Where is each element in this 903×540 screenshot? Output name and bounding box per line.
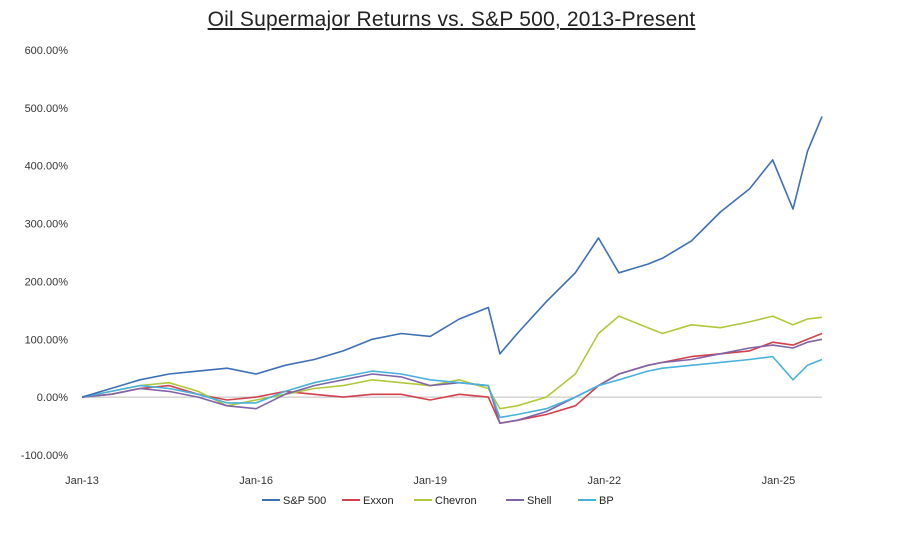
x-axis-ticks: Jan-13 Jan-16 Jan-19 Jan-22 Jan-25: [65, 475, 795, 487]
legend-label: Chevron: [435, 495, 477, 507]
y-tick-label: 0.00%: [37, 392, 68, 404]
legend-label: Exxon: [363, 495, 394, 507]
y-tick-label: 500.00%: [25, 103, 69, 115]
x-tick-label: Jan-13: [65, 475, 99, 487]
legend-label: BP: [599, 495, 614, 507]
legend-label: Shell: [527, 495, 551, 507]
y-tick-label: 600.00%: [25, 45, 69, 57]
series-line-bp: [81, 355, 823, 419]
x-tick-label: Jan-16: [239, 475, 273, 487]
series-lines: [81, 116, 823, 425]
y-tick-label: 200.00%: [25, 276, 69, 288]
series-line-exxon: [81, 332, 823, 425]
y-tick-label: 400.00%: [25, 161, 69, 173]
series-line-shell: [81, 338, 823, 425]
y-tick-label: 300.00%: [25, 219, 69, 231]
x-tick-label: Jan-19: [413, 475, 447, 487]
x-tick-label: Jan-22: [588, 475, 622, 487]
x-tick-label: Jan-25: [762, 475, 796, 487]
y-axis-ticks: 600.00% 500.00% 400.00% 300.00% 200.00% 100.0…: [21, 45, 68, 462]
legend-label: S&P 500: [283, 495, 326, 507]
series-line-chevron: [81, 315, 823, 410]
legend: S&P 500 Exxon Chevron Shell BP: [262, 495, 614, 507]
chart-title: Oil Supermajor Returns vs. S&P 500, 2013…: [207, 8, 696, 31]
y-tick-label: -100.00%: [21, 450, 68, 462]
series-line-s-p-500: [81, 116, 823, 398]
y-tick-label: 100.00%: [25, 334, 69, 346]
